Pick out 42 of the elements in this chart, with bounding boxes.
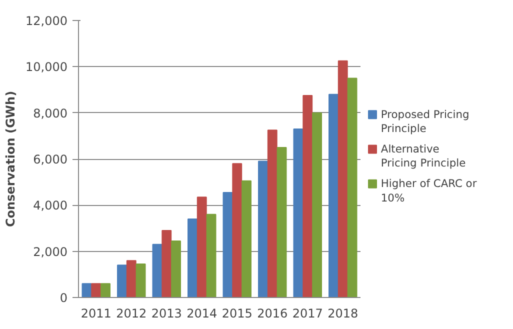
bar xyxy=(126,260,136,298)
bar xyxy=(196,196,207,298)
y-tick-label: 10,000 xyxy=(26,60,68,74)
bar xyxy=(152,244,162,298)
bar xyxy=(302,95,313,298)
x-tick-label: 2014 xyxy=(186,306,218,320)
x-tick-label: 2016 xyxy=(257,306,288,320)
y-tick-label: 12,000 xyxy=(26,14,68,28)
bar xyxy=(206,214,216,298)
legend-label: Proposed Pricing Principle xyxy=(380,108,470,136)
bar xyxy=(338,60,348,298)
bar xyxy=(117,264,127,298)
x-tick-label: 2015 xyxy=(222,306,252,320)
legend-label: Higher of CARC or 10% xyxy=(380,177,478,204)
y-tick-label: 0 xyxy=(60,291,68,305)
y-tick-label: 6,000 xyxy=(33,152,68,166)
x-tick-label: 2013 xyxy=(151,306,182,320)
bar xyxy=(171,240,181,298)
bar xyxy=(258,160,268,298)
bar xyxy=(276,146,287,298)
bar xyxy=(222,192,233,298)
bar xyxy=(232,163,242,298)
legend-label: Alternative Pricing Principle xyxy=(380,142,466,170)
bar xyxy=(91,283,102,298)
bar xyxy=(242,180,252,298)
x-tick-label: 2018 xyxy=(328,306,358,320)
bar xyxy=(188,218,198,298)
y-tick-label: 8,000 xyxy=(33,106,68,120)
x-tick-label: 2017 xyxy=(292,306,323,320)
x-tick-label: 2011 xyxy=(80,306,112,320)
bar xyxy=(136,264,146,298)
y-tick-label: 2,000 xyxy=(33,244,68,259)
bar xyxy=(267,130,278,298)
x-tick-label: 2012 xyxy=(116,306,147,320)
bar xyxy=(162,230,172,298)
bar xyxy=(347,78,358,298)
bar xyxy=(328,94,338,298)
bar xyxy=(100,283,110,298)
y-axis-title: Conservation (GWh) xyxy=(4,90,18,228)
y-tick-label: 4,000 xyxy=(33,198,68,213)
bar xyxy=(312,112,322,298)
bar xyxy=(293,128,304,298)
